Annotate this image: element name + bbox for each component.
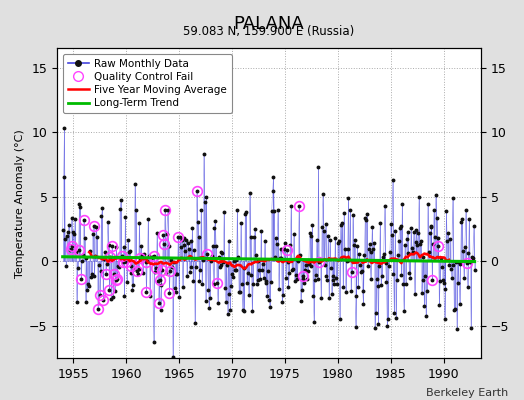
Title: PALANA: PALANA <box>234 15 304 33</box>
Legend: Raw Monthly Data, Quality Control Fail, Five Year Moving Average, Long-Term Tren: Raw Monthly Data, Quality Control Fail, … <box>62 54 232 114</box>
Text: Berkeley Earth: Berkeley Earth <box>426 388 508 398</box>
Y-axis label: Temperature Anomaly (°C): Temperature Anomaly (°C) <box>15 129 25 278</box>
Text: 59.083 N, 159.900 E (Russia): 59.083 N, 159.900 E (Russia) <box>183 25 355 38</box>
